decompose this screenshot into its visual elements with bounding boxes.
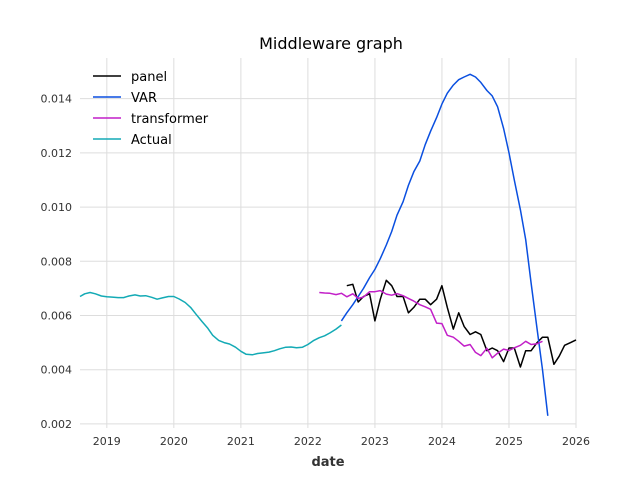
series-line-actual [79, 291, 342, 356]
series-line-var [340, 73, 549, 416]
x-tick-label: 2019 [93, 435, 121, 448]
y-tick-label: 0.006 [41, 310, 73, 323]
y-tick-label: 0.008 [41, 255, 73, 268]
y-tick-label: 0.012 [41, 147, 73, 160]
chart-title: Middleware graph [259, 34, 403, 53]
y-tick-label: 0.010 [41, 201, 73, 214]
x-axis-label: date [311, 455, 344, 470]
series-line-panel [346, 279, 577, 368]
x-tick-label: 2023 [361, 435, 389, 448]
x-tick-label: 2024 [428, 435, 456, 448]
x-tick-label: 2026 [562, 435, 590, 448]
y-tick-label: 0.014 [41, 93, 73, 106]
x-tick-label: 2020 [160, 435, 188, 448]
tick-labels: 2019 2020 2021 2022 2023 2024 2025 2026 0.002 0.0… [41, 93, 591, 448]
legend-label-actual: Actual [131, 133, 172, 148]
series-line-transformer [319, 289, 543, 359]
x-tick-label: 2025 [495, 435, 523, 448]
legend-label-panel: panel [131, 70, 167, 85]
y-tick-label: 0.004 [41, 364, 73, 377]
grid [80, 58, 577, 428]
x-tick-label: 2022 [294, 435, 322, 448]
x-tick-label: 2021 [227, 435, 255, 448]
y-tick-label: 0.002 [41, 418, 73, 431]
legend: panel VAR transformer Actual [93, 70, 209, 148]
legend-label-var: VAR [131, 91, 157, 106]
series-lines [79, 73, 577, 416]
legend-label-transformer: transformer [131, 112, 209, 127]
